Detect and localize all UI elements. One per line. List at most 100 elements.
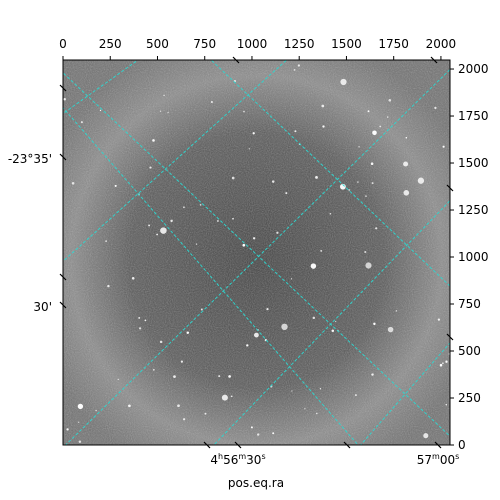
star — [367, 110, 370, 113]
star — [173, 375, 176, 378]
star — [322, 125, 325, 128]
star — [246, 344, 249, 347]
star — [445, 360, 448, 363]
y-tick-label: 1250 — [458, 203, 489, 217]
star — [148, 224, 151, 227]
star-field — [63, 64, 450, 443]
star — [183, 418, 186, 421]
star — [387, 116, 389, 118]
star — [442, 145, 445, 148]
star — [159, 340, 163, 344]
star — [423, 433, 429, 439]
coordinate-tick — [434, 441, 442, 449]
star — [117, 378, 119, 380]
star — [329, 213, 332, 215]
star — [78, 440, 82, 443]
star — [232, 217, 234, 220]
coordinate-tick — [343, 441, 351, 449]
star — [297, 64, 301, 67]
y-tick-label: 2000 — [458, 62, 489, 76]
star — [371, 373, 374, 376]
star — [395, 310, 398, 312]
y-tick-label: 0 — [458, 438, 466, 452]
x-tick-label: 1250 — [284, 37, 315, 51]
grid-line — [210, 60, 450, 287]
star — [281, 323, 288, 331]
star — [221, 394, 228, 401]
star — [71, 182, 75, 185]
coordinate-tick — [446, 184, 454, 192]
star — [310, 263, 317, 269]
ra-tick-label: 57m00s — [417, 452, 460, 467]
star — [364, 250, 367, 254]
star — [210, 101, 213, 103]
coordinate-tick — [232, 56, 240, 64]
coordinate-tick — [59, 153, 67, 161]
star — [285, 192, 288, 195]
star — [348, 189, 350, 191]
star — [107, 284, 110, 288]
star — [439, 363, 443, 367]
star — [138, 327, 142, 330]
star — [152, 139, 155, 142]
star — [388, 98, 392, 102]
star — [373, 322, 376, 326]
star — [199, 204, 202, 206]
x-tick-label: 250 — [99, 37, 122, 51]
y-tick-label: 500 — [458, 344, 481, 358]
x-tick-label: 1750 — [378, 37, 409, 51]
star — [186, 331, 190, 334]
star — [152, 368, 155, 371]
image-plot-area — [63, 60, 450, 445]
star — [177, 404, 180, 408]
star — [254, 332, 259, 338]
grid-line — [63, 106, 359, 445]
star — [95, 409, 97, 412]
star — [156, 233, 158, 236]
star — [77, 403, 84, 410]
star — [228, 375, 231, 378]
x-tick-label: 1500 — [331, 37, 362, 51]
coordinate-tick — [234, 441, 242, 449]
star — [200, 308, 203, 311]
star — [78, 421, 80, 423]
x-tick-label: 750 — [193, 37, 216, 51]
grid-line — [63, 60, 139, 115]
star — [266, 307, 269, 311]
star — [242, 243, 246, 247]
star — [114, 184, 117, 187]
star — [370, 162, 374, 165]
coordinate-tick — [59, 84, 67, 92]
star — [182, 206, 185, 209]
star — [371, 182, 374, 185]
star — [159, 110, 162, 112]
x-tick-label: 2000 — [426, 37, 457, 51]
star — [218, 375, 221, 378]
star — [271, 180, 275, 183]
star — [144, 319, 147, 322]
y-tick-label: 250 — [458, 391, 481, 405]
star — [131, 277, 135, 280]
star — [66, 428, 69, 431]
star — [434, 106, 437, 110]
x-axis-title: pos.eq.ra — [228, 476, 284, 490]
coordinate-grid — [63, 60, 450, 445]
star — [403, 190, 410, 196]
star — [316, 412, 318, 415]
star — [252, 132, 255, 135]
star — [365, 262, 372, 269]
star — [204, 412, 207, 415]
star — [160, 227, 167, 234]
grid-line — [63, 72, 450, 437]
star — [375, 227, 378, 230]
star — [321, 104, 325, 108]
star — [294, 130, 297, 133]
star — [293, 69, 296, 71]
star — [231, 176, 235, 180]
coordinate-tick — [203, 441, 211, 449]
grid-line — [213, 199, 450, 445]
sky-noise — [63, 60, 450, 445]
star — [442, 362, 444, 365]
star — [149, 166, 152, 169]
